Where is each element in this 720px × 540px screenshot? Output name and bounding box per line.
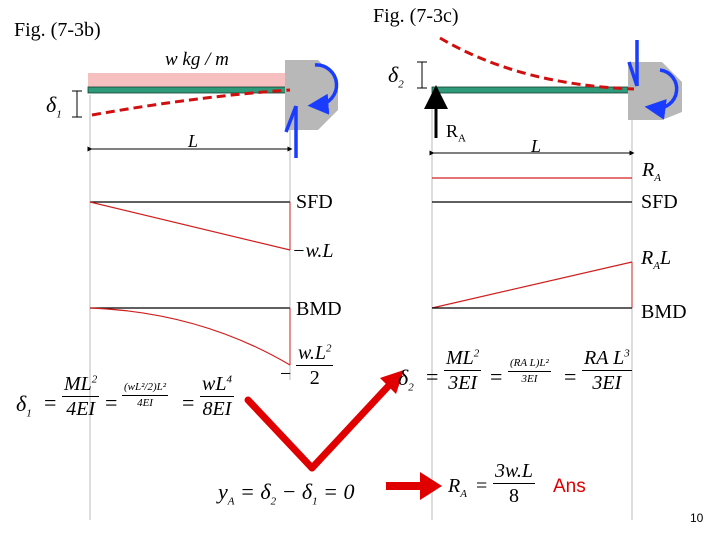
- delta2-fraction-2: (RA L)L² 3EI: [508, 357, 551, 385]
- left-sfd-line: [89, 201, 291, 251]
- left-deflection-curve: [91, 88, 291, 117]
- v-arrow-right: [308, 376, 398, 472]
- right-bmd-line: [431, 261, 633, 309]
- right-span-label: L: [531, 136, 542, 156]
- v-arrow-left: [244, 396, 316, 472]
- delta2-eq-sign3: =: [564, 364, 577, 389]
- right-bmd-value: RAL: [641, 247, 672, 272]
- left-bmd-label: BMD: [296, 298, 342, 320]
- right-deflection-curve: [439, 36, 635, 91]
- delta1-eq-lhs: δ1: [16, 391, 32, 420]
- delta2-eq-sign1: =: [426, 364, 439, 389]
- delta1-fraction-3: wL4 8EI: [200, 373, 234, 420]
- delta2-eq-lhs: δ2: [398, 365, 414, 394]
- page-number: 10: [690, 511, 704, 525]
- fig-7-3c-title: Fig. (7-3c): [373, 5, 459, 27]
- left-sfd-value: −w.L: [292, 240, 334, 262]
- load-label: w kg / m: [165, 49, 229, 70]
- reaction-ra-label: RA: [446, 121, 466, 145]
- left-span-label: L: [188, 131, 199, 151]
- fig-7-3b-title: Fig. (7-3b): [14, 19, 101, 41]
- delta1-label: δ1: [46, 92, 62, 121]
- delta1-eq-sign2: =: [105, 390, 118, 415]
- right-moment-icon: [644, 68, 679, 120]
- left-bmd-curve: [89, 307, 291, 366]
- left-bmd-value: w.L2 2: [296, 342, 334, 389]
- delta2-fraction-3: RA L3 3EI: [582, 347, 632, 394]
- delta2-fraction-1: ML2 3EI: [444, 347, 482, 394]
- result-eq-sign: =: [476, 475, 488, 497]
- result-fraction: 3w.L 8: [493, 460, 535, 507]
- distributed-load: [88, 73, 290, 87]
- result-lhs: RA: [448, 475, 467, 500]
- right-sfd-label: SFD: [641, 191, 678, 213]
- delta2-label: δ2: [388, 62, 404, 91]
- delta1-eq-sign3: =: [182, 390, 195, 415]
- left-moment-icon: [307, 63, 339, 115]
- delta2-eq-sign2: =: [490, 364, 503, 389]
- left-bmd-sign: −: [280, 363, 292, 385]
- right-bmd-label: BMD: [641, 301, 687, 323]
- delta1-eq-sign1: =: [44, 390, 57, 415]
- delta1-fraction-2: (wL²/2)L² 4EI: [122, 381, 169, 409]
- right-sfd-value: RA: [642, 159, 661, 184]
- answer-label: Ans: [553, 476, 586, 497]
- left-sfd-label: SFD: [296, 191, 333, 213]
- compatibility-equation: yA = δ2 − δ1 = 0: [218, 479, 355, 508]
- delta1-fraction-1: ML2 4EI: [62, 373, 100, 420]
